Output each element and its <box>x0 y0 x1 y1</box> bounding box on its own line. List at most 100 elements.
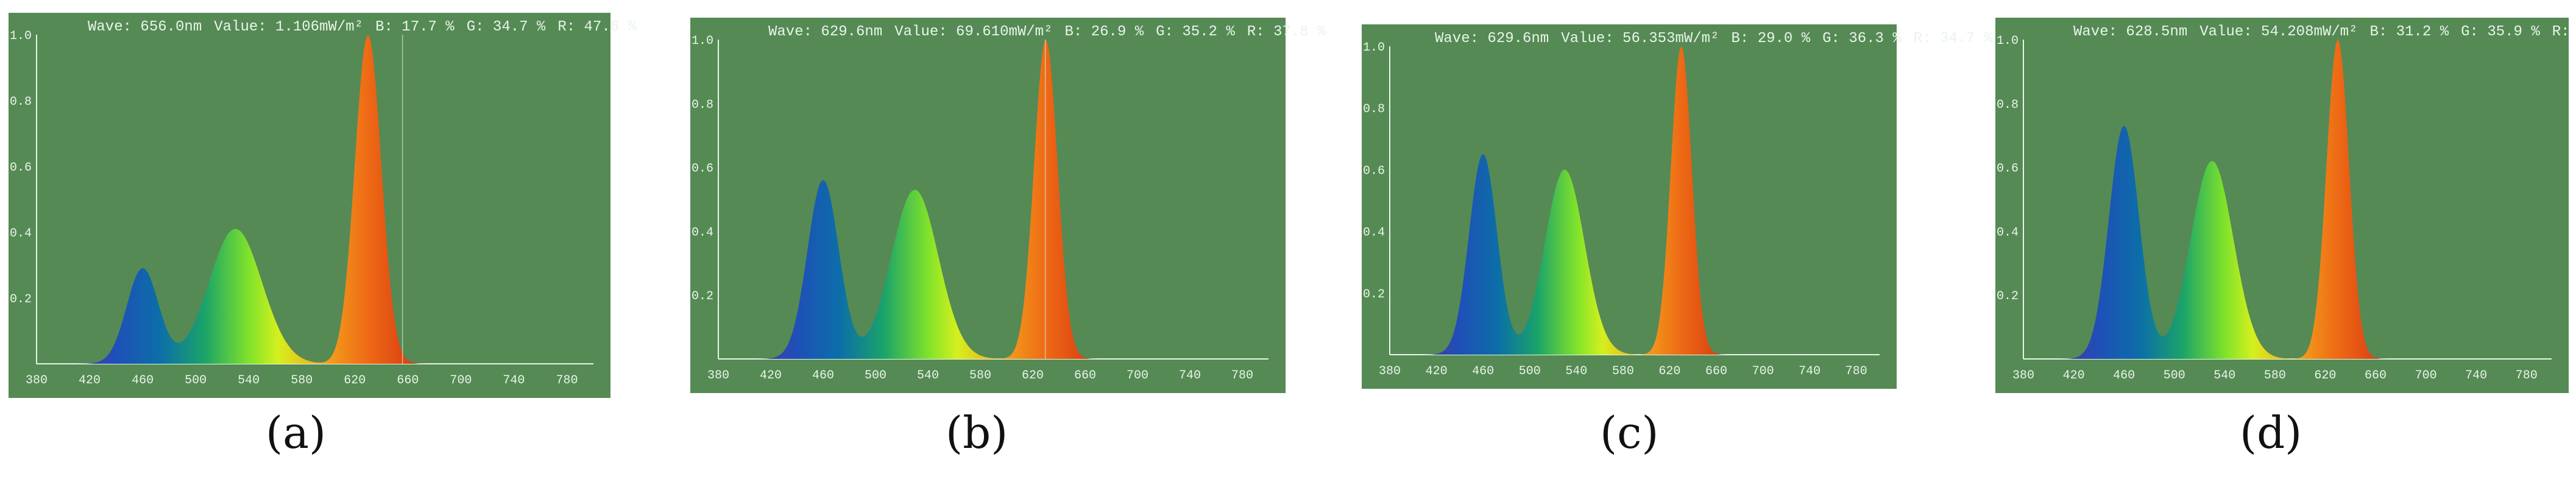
x-tick-label: 380 <box>26 374 48 388</box>
spectrum-area <box>1413 46 1880 355</box>
caption-d: (d) <box>2240 407 2302 458</box>
y-tick-label: 0.2 <box>692 289 713 303</box>
y-tick-label: 0.8 <box>10 95 32 109</box>
red-percent: R: 32.8 % <box>2552 24 2576 40</box>
y-tick-label: 0.4 <box>1997 225 2019 240</box>
y-tick-label: 1.0 <box>1363 41 1385 55</box>
spectrum-panel-a: Wave: 656.0nm Value: 1.106mW/m² B: 17.7 % G… <box>9 13 637 398</box>
y-tick-label: 1.0 <box>692 34 713 48</box>
x-tick-label: 460 <box>1472 364 1494 378</box>
x-tick-label: 700 <box>1127 369 1148 383</box>
x-tick-label: 420 <box>760 369 782 383</box>
x-tick-label: 780 <box>1231 369 1253 383</box>
spectrum-plot: 380 420 460 500 540 580 620 660 700 740 780 0.2 0.4 0… <box>1997 34 2552 383</box>
spectrum-plot: 380 420 460 500 540 580 620 660 700 740 780 0.2 0.4 0… <box>10 29 593 388</box>
y-tick-label: 0.8 <box>692 98 713 112</box>
x-tick-label: 780 <box>1845 364 1867 378</box>
x-tick-label: 700 <box>2415 369 2437 383</box>
y-tick-label: 0.2 <box>10 293 32 307</box>
x-tick-label: 540 <box>1565 364 1587 378</box>
caption-a: (a) <box>266 407 327 458</box>
blue-percent: B: 26.9 % <box>1064 24 1144 40</box>
y-tick-label: 0.4 <box>10 227 32 241</box>
x-tick-label: 540 <box>917 369 939 383</box>
wave-readout: Wave: 629.6nm <box>1435 30 1549 47</box>
x-tick-label: 540 <box>2213 369 2235 383</box>
x-tick-label: 420 <box>79 374 101 388</box>
y-tick-label: 0.2 <box>1997 289 2019 303</box>
spectrum-plot: 380 420 460 500 540 580 620 660 700 740 780 0.2 0.4 0… <box>692 34 1269 383</box>
value-readout: Value: 1.106mW/m² <box>214 19 364 35</box>
value-readout: Value: 69.610mW/m² <box>894 24 1053 40</box>
x-tick-label: 540 <box>238 374 260 388</box>
x-tick-label: 580 <box>2264 369 2286 383</box>
x-tick-label: 740 <box>1799 364 1821 378</box>
blue-percent: B: 29.0 % <box>1731 30 1811 47</box>
x-tick-label: 660 <box>397 374 419 388</box>
red-percent: R: 37.8 % <box>1247 24 1326 40</box>
x-tick-label: 500 <box>1519 364 1541 378</box>
x-tick-label: 620 <box>1022 369 1044 383</box>
readout-header: Wave: 628.5nm Value: 54.208mW/m² B: 31.2 %… <box>2073 24 2576 40</box>
x-tick-label: 660 <box>1705 364 1727 378</box>
x-tick-label: 420 <box>1426 364 1448 378</box>
y-tick-label: 0.8 <box>1363 102 1385 116</box>
green-percent: G: 35.2 % <box>1156 24 1235 40</box>
spectrum-panel-d: Wave: 628.5nm Value: 54.208mW/m² B: 31.2 %… <box>1995 18 2576 393</box>
x-tick-label: 740 <box>503 374 525 388</box>
caption-b: (b) <box>946 407 1008 458</box>
y-tick-label: 0.2 <box>1363 288 1385 302</box>
y-tick-label: 0.4 <box>692 225 713 240</box>
green-percent: G: 35.9 % <box>2461 24 2540 40</box>
x-tick-label: 780 <box>2516 369 2538 383</box>
x-tick-label: 460 <box>2113 369 2135 383</box>
x-tick-label: 460 <box>132 374 154 388</box>
y-tick-label: 0.6 <box>692 162 713 176</box>
x-tick-label: 620 <box>344 374 366 388</box>
wave-readout: Wave: 628.5nm <box>2073 24 2188 40</box>
x-tick-label: 500 <box>2164 369 2185 383</box>
x-tick-label: 620 <box>2314 369 2336 383</box>
x-tick-label: 740 <box>1179 369 1201 383</box>
x-tick-label: 580 <box>291 374 313 388</box>
green-percent: G: 36.3 % <box>1822 30 1902 47</box>
wave-readout: Wave: 656.0nm <box>88 19 202 35</box>
blue-percent: B: 17.7 % <box>375 19 455 35</box>
y-tick-label: 0.6 <box>1363 164 1385 178</box>
x-tick-label: 580 <box>969 369 991 383</box>
x-tick-label: 660 <box>2365 369 2387 383</box>
x-tick-label: 700 <box>1752 364 1774 378</box>
y-tick-label: 0.4 <box>1363 226 1385 240</box>
spectrum-plot: 380 420 460 500 540 580 620 660 700 740 780 0.2 0.4 0… <box>1363 41 1880 378</box>
y-tick-label: 0.6 <box>1997 162 2019 176</box>
red-percent: R: 47.6 % <box>557 19 637 35</box>
x-tick-label: 700 <box>450 374 472 388</box>
y-tick-label: 0.6 <box>10 161 32 175</box>
x-tick-label: 460 <box>812 369 834 383</box>
spectrum-area <box>745 40 1269 359</box>
y-tick-label: 0.8 <box>1997 98 2019 112</box>
value-readout: Value: 56.353mW/m² <box>1561 30 1719 47</box>
value-readout: Value: 54.208mW/m² <box>2199 24 2358 40</box>
x-tick-label: 420 <box>2063 369 2085 383</box>
x-tick-label: 380 <box>1379 364 1401 378</box>
readout-header: Wave: 629.6nm Value: 56.353mW/m² B: 29.0 %… <box>1435 30 1992 47</box>
x-tick-label: 740 <box>2465 369 2487 383</box>
spectrum-area <box>2048 40 2552 359</box>
x-tick-label: 580 <box>1612 364 1634 378</box>
blue-percent: B: 31.2 % <box>2369 24 2449 40</box>
x-tick-label: 500 <box>865 369 886 383</box>
y-tick-label: 1.0 <box>10 29 32 43</box>
red-percent: R: 34.7 % <box>1913 30 1993 47</box>
x-tick-label: 660 <box>1074 369 1096 383</box>
x-tick-label: 380 <box>707 369 729 383</box>
wave-readout: Wave: 629.6nm <box>768 24 883 40</box>
x-tick-label: 380 <box>2012 369 2034 383</box>
spectrum-area <box>63 35 593 364</box>
x-tick-label: 500 <box>185 374 207 388</box>
x-tick-label: 620 <box>1658 364 1680 378</box>
spectrum-panel-b: Wave: 629.6nm Value: 69.610mW/m² B: 26.9 %… <box>690 18 1326 393</box>
readout-header: Wave: 629.6nm Value: 69.610mW/m² B: 26.9 %… <box>768 24 1326 40</box>
caption-c: (c) <box>1600 407 1659 458</box>
x-tick-label: 780 <box>556 374 578 388</box>
